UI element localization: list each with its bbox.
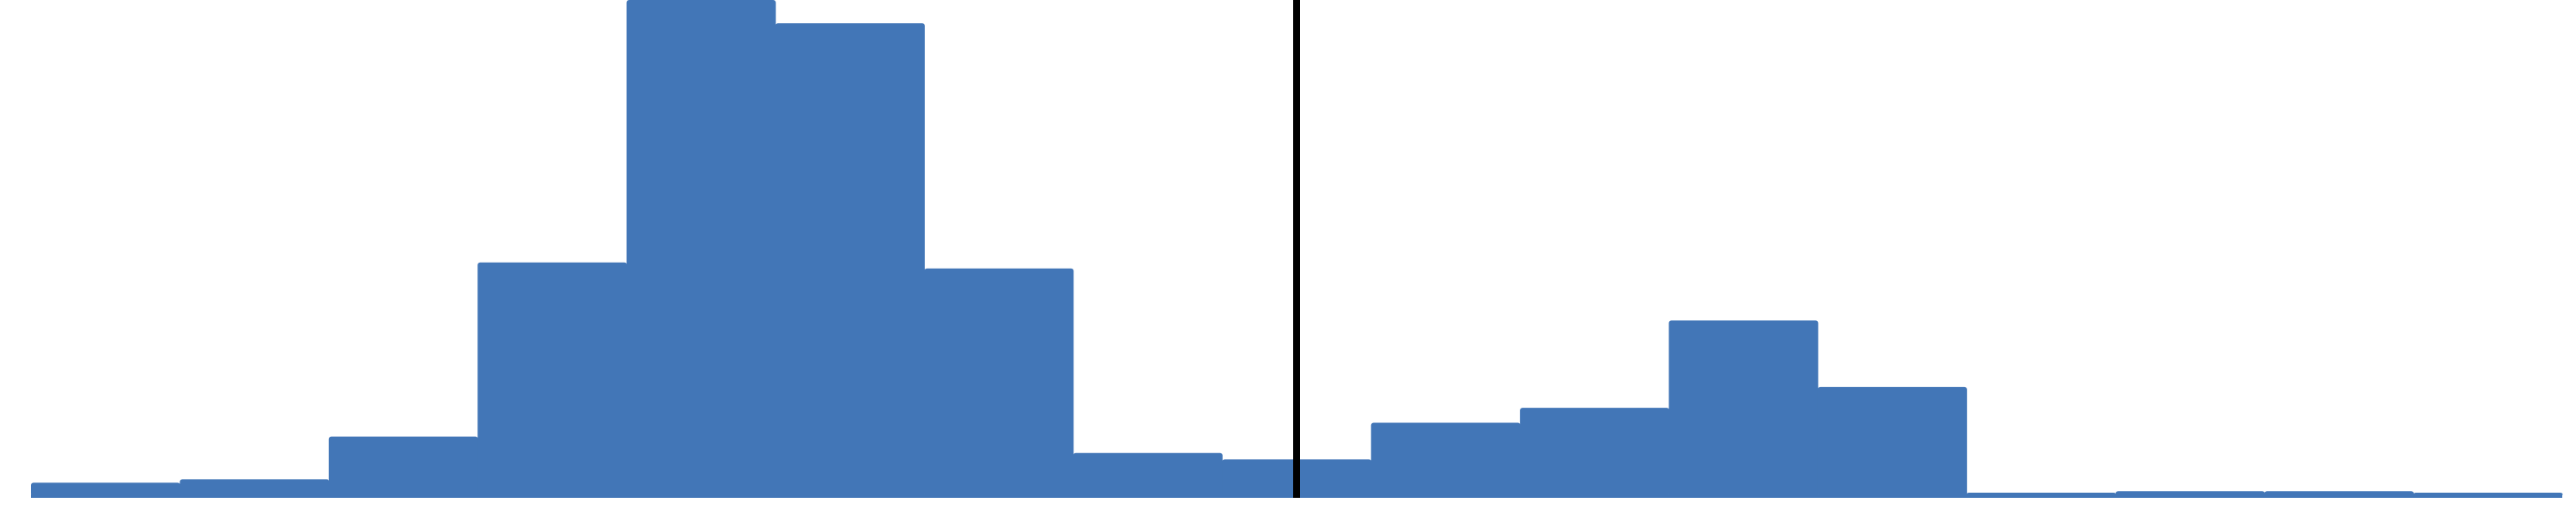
histogram-bars — [31, 0, 2563, 498]
histogram-bar — [1817, 386, 1967, 496]
histogram-bar — [477, 262, 628, 496]
histogram-bar — [1370, 422, 1521, 496]
histogram-bar — [924, 268, 1074, 496]
histogram-bar — [1072, 452, 1223, 496]
histogram-bar — [1520, 408, 1670, 496]
histogram-bar — [1668, 320, 1819, 496]
histogram-bar — [328, 436, 478, 496]
histogram-bar — [31, 482, 180, 496]
histogram-bar — [179, 479, 330, 496]
histogram-bar — [775, 23, 925, 497]
histogram-bar — [626, 0, 776, 496]
